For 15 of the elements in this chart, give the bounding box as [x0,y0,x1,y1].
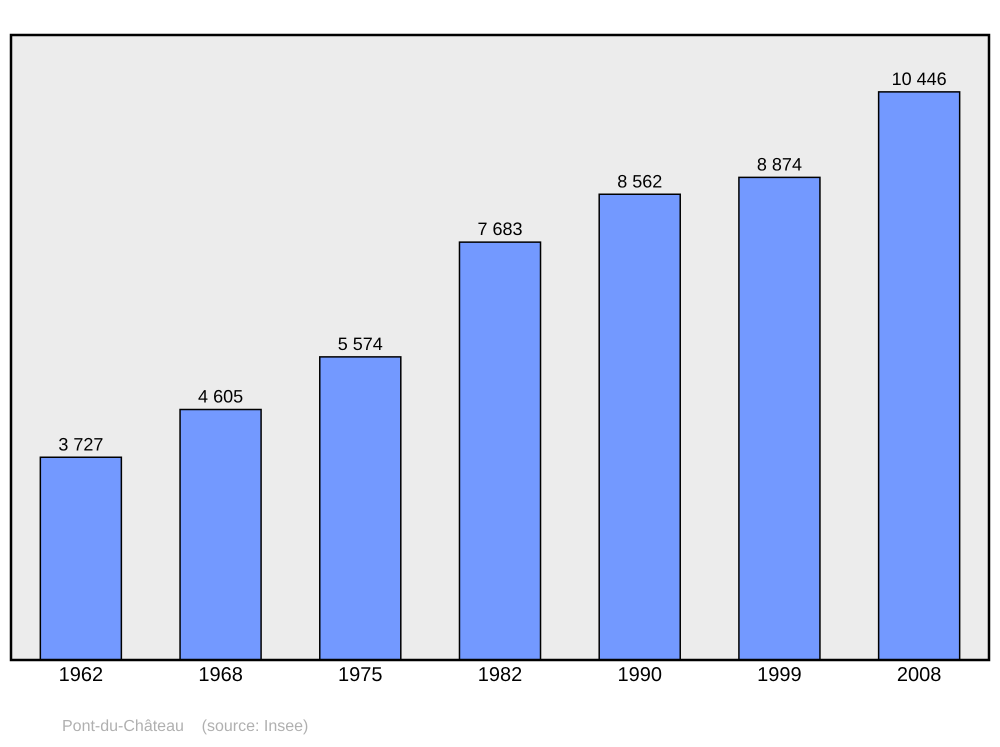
x-tick-label: 1975 [338,664,383,686]
x-tick-label: 1968 [198,664,243,686]
x-tick-label: 1990 [617,664,662,686]
data-label: 7 683 [477,219,523,240]
data-label: 4 605 [198,386,244,407]
x-tick-label: 1962 [58,664,104,686]
data-label: 8 562 [617,171,662,192]
data-label: 8 874 [756,154,802,174]
data-label: 10 446 [892,68,947,89]
text: Pont-du-Château (source: Insee) [62,718,308,735]
data-label: 3 727 [58,434,104,454]
x-tick-label: 2008 [896,664,942,686]
x-tick-label: 1999 [757,664,802,686]
data-label: 5 574 [338,334,383,354]
x-tick-label: 1982 [478,664,522,686]
